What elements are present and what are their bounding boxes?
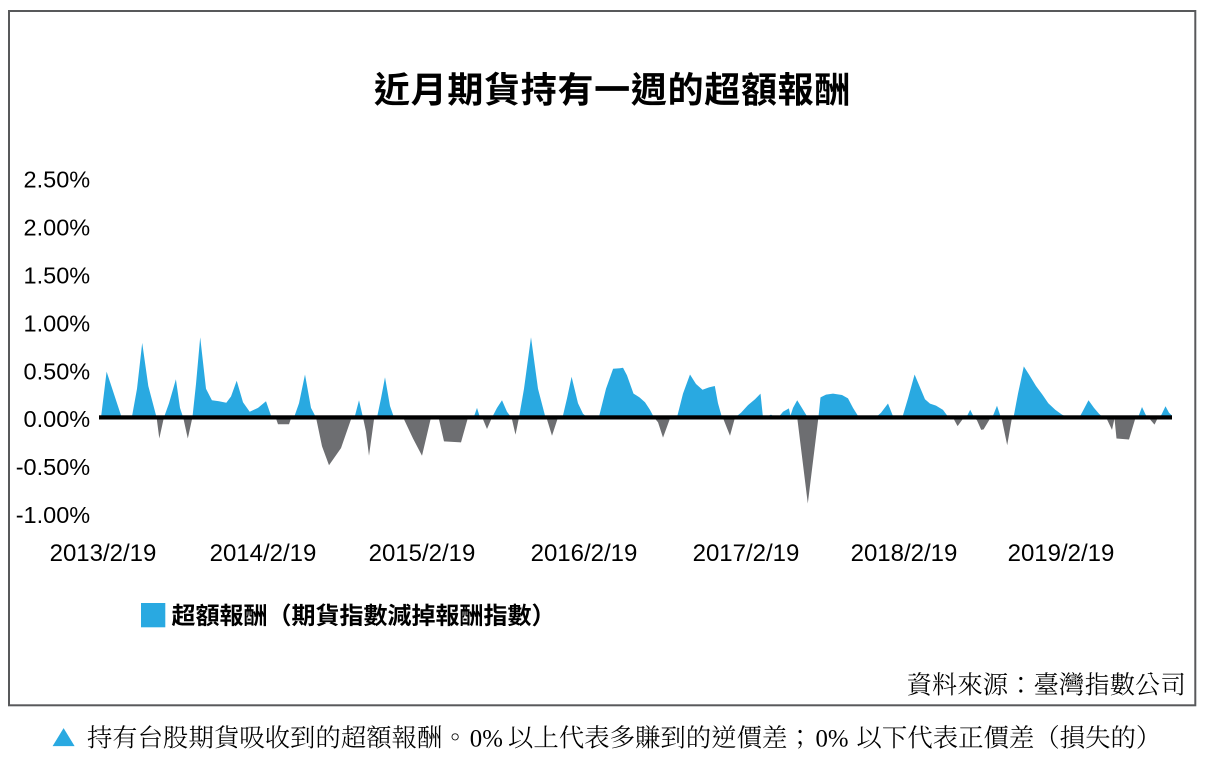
svg-text:0%: 0% <box>816 726 849 753</box>
svg-text:1.00%: 1.00% <box>24 310 91 336</box>
svg-text:2015/2/19: 2015/2/19 <box>369 540 476 567</box>
svg-text:0.50%: 0.50% <box>24 358 91 384</box>
svg-text:2.50%: 2.50% <box>24 166 91 192</box>
svg-text:2019/2/19: 2019/2/19 <box>1008 540 1115 567</box>
svg-text:2013/2/19: 2013/2/19 <box>50 540 157 567</box>
svg-text:2018/2/19: 2018/2/19 <box>851 540 958 567</box>
svg-text:2.00%: 2.00% <box>24 214 91 240</box>
svg-text:0.00%: 0.00% <box>24 406 91 432</box>
svg-text:-0.50%: -0.50% <box>16 454 91 480</box>
svg-text:1.50%: 1.50% <box>24 262 91 288</box>
svg-text:2014/2/19: 2014/2/19 <box>210 540 317 567</box>
svg-text:-1.00%: -1.00% <box>16 502 91 528</box>
svg-text:0%: 0% <box>470 726 503 753</box>
svg-text:2016/2/19: 2016/2/19 <box>531 540 638 567</box>
svg-text:2017/2/19: 2017/2/19 <box>693 540 800 567</box>
